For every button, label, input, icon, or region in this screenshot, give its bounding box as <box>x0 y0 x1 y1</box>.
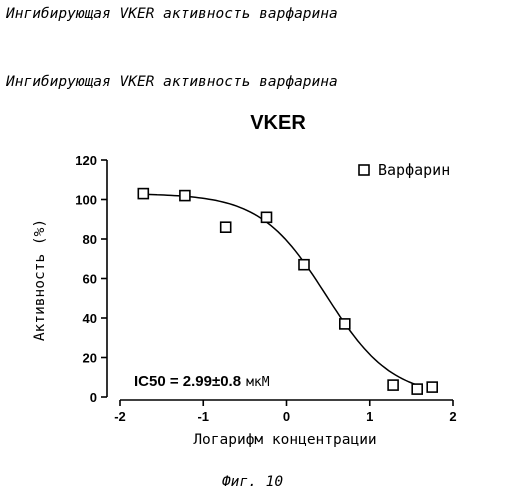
y-tick-label: 60 <box>83 272 97 287</box>
data-point <box>427 382 437 392</box>
axes <box>107 160 453 400</box>
data-point <box>221 222 231 232</box>
data-points <box>138 189 437 395</box>
data-point <box>412 384 422 394</box>
y-tick-label: 20 <box>83 351 97 366</box>
legend-label: Варфарин <box>378 161 450 179</box>
data-point <box>299 260 309 270</box>
x-axis-label: Логарифм концентрации <box>193 432 376 448</box>
x-tick-label: 2 <box>449 409 456 424</box>
y-tick-label: 80 <box>83 232 97 247</box>
data-point <box>340 319 350 329</box>
data-point <box>262 212 272 222</box>
fit-curve <box>143 194 419 385</box>
x-tick-label: 0 <box>283 409 290 424</box>
y-ticks: 0 20 40 60 80 100 120 <box>75 153 107 405</box>
y-tick-label: 0 <box>90 390 97 405</box>
ic50-unit: мкМ <box>246 375 270 390</box>
ic50-value: IC50 = 2.99±0.8 <box>134 373 241 390</box>
legend-marker-icon <box>359 165 369 175</box>
data-point <box>138 189 148 199</box>
chart-title: VKER <box>250 112 306 134</box>
x-tick-label: -2 <box>114 409 126 424</box>
y-tick-label: 100 <box>75 193 97 208</box>
data-point <box>388 380 398 390</box>
data-point <box>180 191 190 201</box>
y-tick-label: 40 <box>83 311 97 326</box>
y-axis-label: Активность (%) <box>32 219 48 341</box>
y-tick-label: 120 <box>75 153 97 168</box>
legend: Варфарин <box>359 161 450 179</box>
x-tick-label: -1 <box>197 409 209 424</box>
figure-caption: Фиг. 10 <box>0 474 505 490</box>
x-ticks: -2 -1 0 1 2 <box>114 400 456 424</box>
ic50-annotation: IC50 = 2.99±0.8 мкМ <box>134 373 270 390</box>
x-tick-label: 1 <box>366 409 373 424</box>
